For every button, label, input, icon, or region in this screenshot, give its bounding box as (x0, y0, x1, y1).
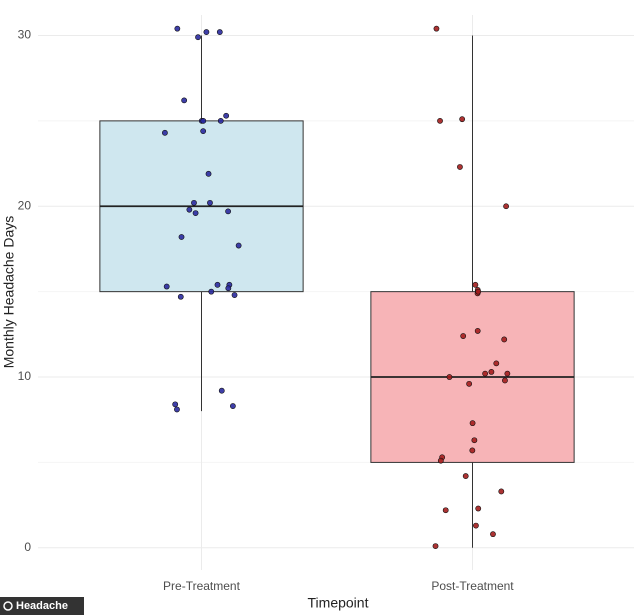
point (200, 117, 207, 124)
y-tick-label: 20 (18, 198, 32, 212)
y-tick-label: 10 (18, 369, 32, 383)
point (191, 199, 197, 206)
point (473, 522, 479, 529)
point (490, 531, 496, 538)
point (163, 283, 170, 290)
point (181, 97, 188, 104)
y-tick-label: 30 (18, 28, 32, 42)
point (172, 401, 179, 408)
y-axis-title: Monthly Headache Days (1, 216, 17, 369)
point (195, 34, 201, 41)
watermark-bg (0, 597, 84, 615)
y-tick-label: 0 (24, 540, 31, 554)
point (432, 543, 439, 549)
point (488, 369, 495, 375)
point (437, 457, 444, 464)
watermark: Headache (16, 600, 68, 612)
point (235, 242, 242, 249)
point (437, 117, 443, 124)
point (205, 170, 212, 177)
point (223, 112, 230, 119)
point (501, 336, 508, 343)
x-tick-label: Post-Treatment (431, 579, 514, 593)
point (498, 488, 505, 495)
point (225, 208, 232, 215)
point (174, 406, 180, 413)
point (207, 199, 213, 206)
point (178, 234, 185, 240)
point (466, 380, 473, 387)
point (474, 328, 481, 334)
point (203, 29, 210, 35)
point (218, 387, 225, 394)
point (457, 164, 463, 170)
point (459, 116, 466, 123)
point (446, 374, 453, 380)
point (504, 370, 511, 377)
point (482, 370, 489, 377)
point (216, 29, 223, 35)
point (208, 288, 215, 295)
point (460, 333, 467, 339)
point (471, 437, 478, 444)
point (186, 206, 193, 213)
point (469, 420, 476, 427)
point (503, 203, 509, 210)
point (214, 281, 221, 288)
point (442, 507, 449, 514)
watermark-icon (3, 601, 13, 611)
point (433, 25, 440, 32)
point (217, 117, 224, 124)
point (200, 128, 207, 135)
point (469, 447, 476, 454)
point (177, 293, 184, 300)
point (493, 360, 500, 367)
point (192, 210, 199, 216)
point (231, 292, 238, 298)
point (162, 129, 168, 136)
point (225, 285, 232, 292)
point (229, 403, 236, 409)
point (475, 288, 482, 295)
point (475, 505, 482, 512)
point (462, 473, 469, 479)
point (502, 377, 508, 384)
point (472, 281, 479, 288)
point (174, 25, 181, 32)
x-axis-title: Timepoint (308, 595, 369, 611)
x-tick-label: Pre-Treatment (163, 579, 241, 593)
